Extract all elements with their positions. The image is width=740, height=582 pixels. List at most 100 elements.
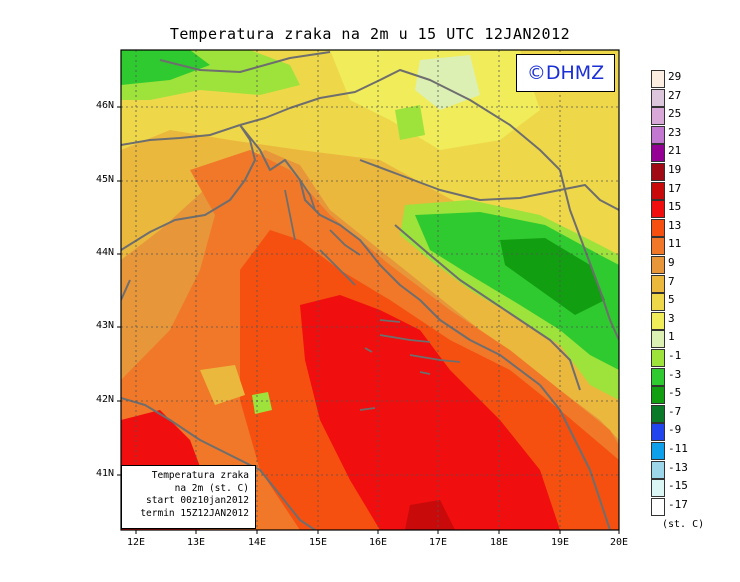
legend-swatch — [651, 70, 665, 88]
border-croatia-inner — [359, 159, 619, 211]
temp-zone-red-core — [300, 295, 560, 530]
border-slovenia — [239, 69, 561, 171]
lon-label-14e: 14E — [247, 537, 267, 548]
legend-swatch — [651, 349, 665, 367]
lat-label-44n: 44N — [95, 247, 114, 258]
legend-swatch — [651, 256, 665, 274]
island-dugi — [319, 249, 356, 286]
legend-swatch — [651, 200, 665, 219]
border-sardinia-cut — [121, 279, 131, 301]
legend-swatch — [651, 367, 665, 386]
legend-label: 1 — [668, 330, 675, 344]
legend-label: -5 — [668, 386, 682, 400]
legend-swatch — [651, 293, 665, 312]
island-krk — [299, 179, 316, 211]
coastline-istria — [239, 124, 541, 386]
island-pag — [329, 229, 361, 256]
info-line-1: Temperatura zraka — [151, 470, 249, 481]
temp-zone-darkgreen-east — [500, 238, 605, 315]
legend-label: 25 — [668, 107, 682, 121]
island-tremiti — [359, 407, 376, 411]
legend-swatch — [651, 442, 665, 460]
temp-zone-green-east — [415, 212, 619, 370]
legend-label: 7 — [668, 274, 675, 288]
legend-swatch — [651, 181, 665, 200]
temp-zone-yellow-spot-sw — [200, 365, 245, 405]
lon-label-20e: 20E — [609, 537, 629, 548]
legend-label: -7 — [668, 404, 682, 418]
legend-label: -13 — [668, 460, 688, 474]
legend-label: 29 — [668, 70, 682, 83]
info-box: Temperatura zraka na 2m (st. C) start 00… — [121, 465, 256, 529]
legend-label: 21 — [668, 144, 682, 158]
legend-label: -15 — [668, 479, 688, 493]
temp-zone-darkred — [405, 500, 455, 530]
temp-zone-lime-spot — [395, 105, 425, 140]
lon-label-17e: 17E — [428, 537, 448, 548]
island-brac — [379, 319, 401, 323]
island-cres — [284, 189, 296, 241]
coastline-italy — [121, 124, 256, 251]
legend-label: -9 — [668, 423, 682, 437]
lat-label-41n: 41N — [95, 468, 114, 479]
island-korcula — [409, 354, 461, 363]
legend-swatch — [651, 163, 665, 181]
lon-label-18e: 18E — [489, 537, 509, 548]
legend-swatch — [651, 460, 665, 479]
legend-swatch — [651, 386, 665, 405]
temp-zone-green-spot — [252, 392, 272, 414]
lon-label-15e: 15E — [308, 537, 328, 548]
legend-units: (st. C) — [662, 519, 705, 530]
legend-label: -17 — [668, 497, 688, 511]
legend-swatch — [651, 88, 665, 107]
legend-swatch — [651, 330, 665, 349]
island-lastovo — [419, 371, 431, 375]
legend-label: 11 — [668, 237, 682, 251]
legend-swatch — [651, 125, 665, 144]
legend-label: -3 — [668, 367, 682, 381]
legend-label: 5 — [668, 293, 675, 307]
info-line-3: start 00z10jan2012 — [146, 495, 249, 506]
coastline-italy-south — [121, 397, 316, 530]
grid-lines — [121, 50, 619, 530]
lat-label-43n: 43N — [95, 320, 114, 331]
island-vis — [364, 347, 373, 353]
dhmz-logo: ©DHMZ — [516, 54, 615, 92]
legend-label: 27 — [668, 88, 682, 102]
lon-label-16e: 16E — [368, 537, 388, 548]
legend-swatch — [651, 218, 665, 237]
border-west-alps — [121, 124, 241, 146]
border-east — [559, 169, 619, 341]
legend-swatch — [651, 423, 665, 442]
info-line-2: na 2m (st. C) — [174, 482, 249, 494]
lon-label-12e: 12E — [126, 537, 146, 548]
legend-label: 23 — [668, 125, 682, 139]
legend-swatch — [651, 274, 665, 293]
border-north — [159, 51, 331, 73]
legend-swatch — [651, 107, 665, 126]
lon-label-19e: 19E — [550, 537, 570, 548]
legend-swatch — [651, 497, 665, 516]
legend-label: -11 — [668, 442, 688, 455]
lat-label-42n: 42N — [95, 394, 114, 405]
island-hvar — [379, 334, 431, 343]
plot-frame — [120, 49, 620, 531]
legend-swatch — [651, 144, 665, 163]
legend-swatch — [651, 237, 665, 256]
legend-label: 3 — [668, 311, 675, 325]
legend-swatch — [651, 311, 665, 330]
legend-swatch — [651, 404, 665, 423]
temp-zone-darkgreen-nw — [121, 50, 210, 85]
legend-label: -1 — [668, 349, 682, 362]
border-bosnia — [394, 224, 581, 391]
lon-label-13e: 13E — [186, 537, 206, 548]
info-line-4: termin 15Z12JAN2012 — [140, 507, 249, 519]
lat-label-45n: 45N — [95, 174, 114, 185]
legend-label: 19 — [668, 163, 682, 176]
legend-label: 15 — [668, 200, 682, 214]
legend-label: 9 — [668, 256, 675, 269]
lat-label-46n: 46N — [95, 100, 114, 111]
legend-label: 13 — [668, 218, 682, 232]
map-title: Temperatura zraka na 2m u 15 UTC 12JAN20… — [169, 25, 571, 43]
